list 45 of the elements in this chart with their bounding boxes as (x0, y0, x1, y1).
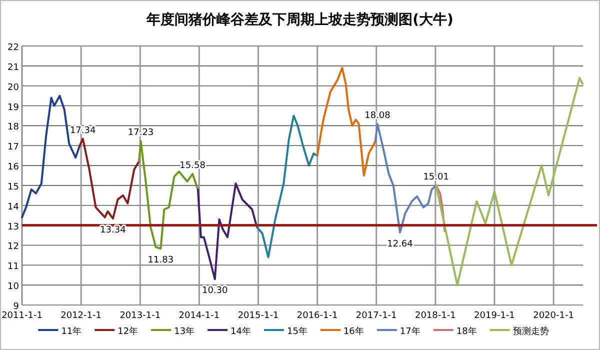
x-tick-label: 2014-1-1 (178, 311, 220, 321)
legend-label: 12年 (118, 326, 138, 337)
annotation: 10.30 (202, 286, 228, 296)
annotation: 11.83 (148, 256, 174, 266)
x-tick-label: 2011-1-1 (2, 311, 42, 321)
x-tick-label: 2012-1-1 (60, 311, 102, 321)
annotation: 13.34 (100, 226, 126, 236)
legend-label: 15年 (287, 326, 308, 337)
y-tick-label: 11 (8, 262, 19, 272)
x-tick-label: 2015-1-1 (238, 311, 279, 321)
annotation: 17.23 (128, 128, 154, 138)
legend-label: 预测走势 (512, 326, 549, 337)
y-tick-label: 21 (8, 62, 19, 73)
line-series (196, 182, 258, 280)
legend-label: 13年 (174, 326, 195, 337)
y-tick-label: 17 (8, 142, 19, 153)
legend-label: 11年 (61, 326, 82, 337)
legend-label: 16年 (343, 326, 364, 337)
line-series (256, 114, 318, 258)
y-tick-label: 19 (8, 102, 20, 113)
annotation: 15.01 (423, 172, 449, 182)
x-tick-label: 2016-1-1 (296, 311, 338, 321)
x-tick-label: 2018-1-1 (415, 311, 456, 321)
x-tick-label: 2020-1-1 (533, 311, 574, 321)
x-tick-label: 2013-1-1 (120, 311, 161, 321)
line-series (78, 138, 140, 220)
y-tick-label: 22 (8, 43, 19, 53)
annotation: 18.08 (364, 111, 391, 122)
y-tick-label: 14 (8, 202, 20, 212)
annotation: 17.34 (70, 126, 96, 136)
x-tick-label: 2019-1-1 (474, 311, 515, 321)
y-tick-label: 16 (8, 162, 20, 173)
legend-label: 17年 (400, 326, 420, 337)
y-tick-label: 9 (13, 302, 20, 312)
x-tick-label: 2017-1-1 (356, 311, 397, 321)
y-tick-label: 13 (8, 222, 19, 232)
y-tick-label: 15 (8, 182, 19, 192)
y-tick-label: 20 (8, 82, 20, 93)
y-tick-label: 10 (8, 282, 20, 292)
legend-label: 14年 (230, 326, 251, 337)
chart-title: 年度间猪价峰谷差及下周期上坡走势预测图(大牛) (146, 11, 454, 28)
legend-label: 18年 (456, 326, 477, 337)
y-tick-label: 18 (8, 122, 20, 133)
line-series (435, 184, 446, 232)
y-tick-label: 12 (8, 242, 19, 252)
